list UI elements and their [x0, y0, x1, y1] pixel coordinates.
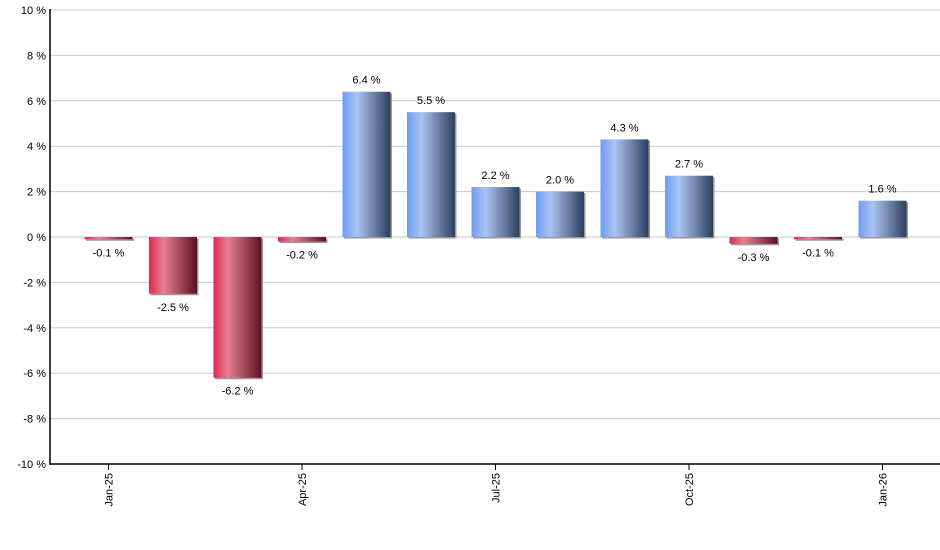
value-label: -0.1 % [93, 247, 125, 259]
y-tick-label: -2 % [23, 277, 46, 289]
bar-apr-25 [278, 237, 326, 242]
y-axis-tick-labels: 10 % 8 % 6 % 4 % 2 % 0 % -2 % -4 % -6 % -8 % -10 % [17, 5, 46, 471]
x-tick-label: Apr-25 [297, 473, 309, 506]
bar-oct-25 [665, 175, 713, 237]
value-label: 5.5 % [417, 95, 445, 107]
x-tick-label: Jan-25 [104, 473, 116, 507]
bar-nov-25 [729, 237, 778, 244]
value-label: 2.0 % [546, 175, 574, 187]
y-tick-label: 0 % [27, 232, 46, 244]
bar-aug-25 [536, 191, 584, 237]
bar-sep-25 [600, 139, 649, 237]
y-tick-label: 6 % [27, 96, 46, 108]
value-labels: -0.1 % -2.5 % -6.2 % -0.2 % 6.4 % 5.5 % 2.2 % 2… [93, 75, 897, 398]
value-label: 2.7 % [675, 159, 703, 171]
y-tick-label: 2 % [27, 187, 46, 199]
value-label: -0.2 % [286, 250, 318, 262]
x-tick-label: Oct-25 [684, 473, 696, 506]
y-tick-label: -6 % [23, 368, 46, 380]
x-tick-label: Jul-25 [491, 473, 503, 503]
bar-may-25 [342, 91, 391, 237]
bar-jun-25 [407, 112, 455, 237]
value-label: 1.6 % [868, 184, 896, 196]
y-tick-label: -8 % [23, 414, 46, 426]
value-label: -6.2 % [222, 386, 254, 398]
x-axis-tick-labels: Jan-25 Apr-25 Jul-25 Oct-25 Jan-26 [104, 464, 890, 507]
value-label: 6.4 % [352, 75, 380, 87]
bar-shadow [795, 238, 844, 241]
bar-shadow [86, 238, 134, 241]
value-label: -0.1 % [802, 247, 834, 259]
value-label: 2.2 % [481, 170, 509, 182]
bar-mar-25 [213, 237, 262, 378]
value-label: 4.3 % [610, 122, 638, 134]
y-tick-label: 10 % [21, 5, 46, 17]
y-tick-label: 4 % [27, 141, 46, 153]
y-tick-label: 8 % [27, 50, 46, 62]
x-tick-label: Jan-26 [878, 473, 890, 507]
bar-jan-25 [84, 237, 133, 240]
bar-jul-25 [471, 187, 520, 237]
y-tick-label: -4 % [23, 323, 46, 335]
bar-jan-26 [858, 200, 907, 237]
bar-feb-25 [149, 237, 197, 294]
bar-dec-25 [794, 237, 842, 240]
bars [84, 91, 908, 380]
value-label: -0.3 % [738, 252, 770, 264]
value-label: -2.5 % [157, 302, 189, 314]
y-tick-label: -10 % [17, 459, 46, 471]
